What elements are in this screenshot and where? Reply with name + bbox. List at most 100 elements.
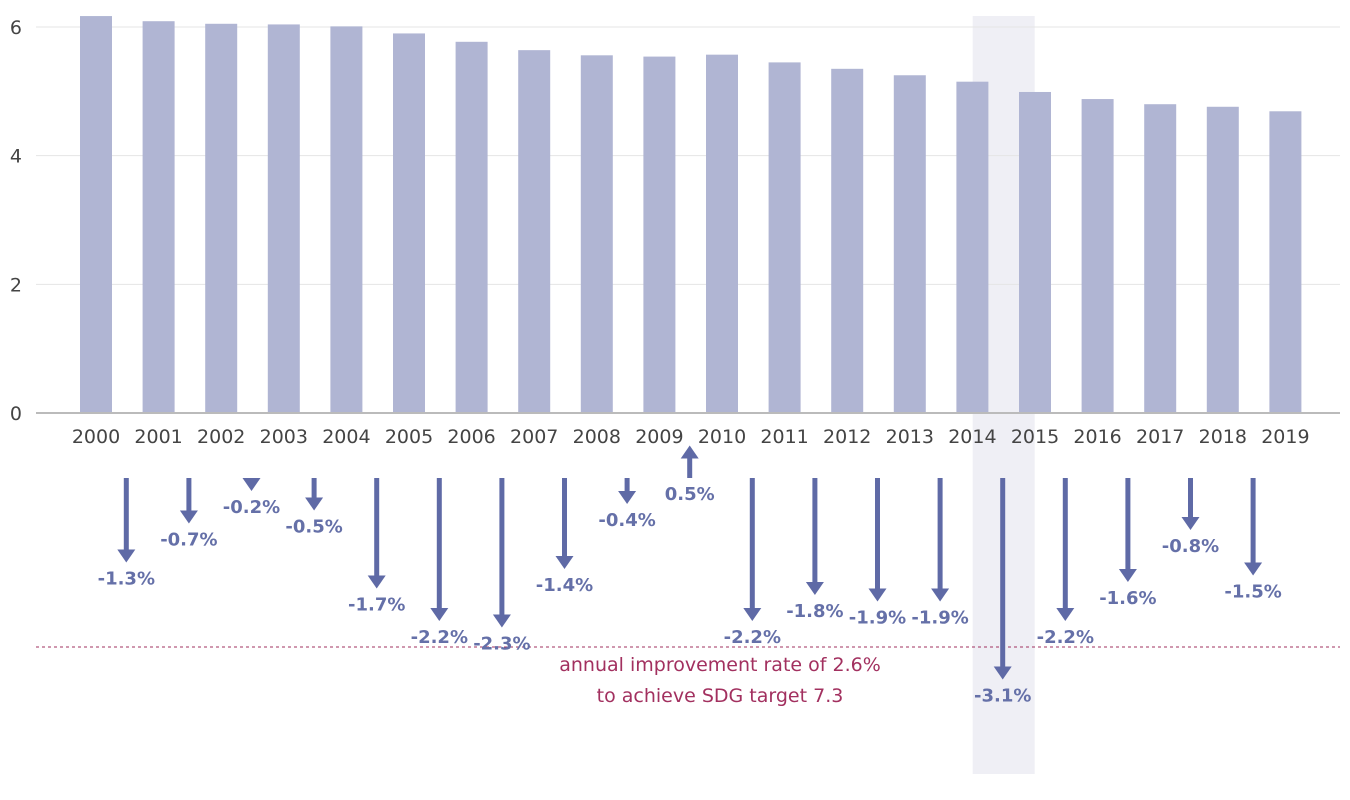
rate-label: -1.8%	[786, 601, 843, 622]
x-tick-label: 2000	[72, 426, 120, 448]
rate-arrow-head	[305, 497, 324, 511]
rate-arrow-head	[1056, 608, 1075, 621]
rate-arrow-head	[1118, 569, 1137, 582]
bar-2011	[768, 62, 801, 414]
rate-label: -1.9%	[911, 608, 968, 629]
rate-arrow-head	[242, 478, 261, 491]
x-tick-label: 2003	[260, 426, 308, 448]
rate-arrow-2005: -1.7%	[348, 478, 405, 616]
y-tick-label: 0	[10, 403, 22, 425]
bar-2002	[205, 23, 238, 414]
bar-2012	[831, 68, 864, 414]
rate-arrow-2014: -1.9%	[911, 478, 969, 629]
x-tick-label: 2011	[760, 426, 808, 448]
y-tick-label: 2	[10, 274, 22, 296]
rate-label: -1.9%	[849, 608, 906, 629]
rate-arrow-head	[367, 575, 386, 589]
x-tick-label: 2008	[573, 426, 621, 448]
rate-arrow-head	[743, 608, 762, 621]
bar-layer	[80, 16, 1302, 414]
x-tick-label: 2014	[948, 426, 996, 448]
rate-label: -1.4%	[536, 575, 593, 596]
rate-label: -2.3%	[473, 634, 530, 655]
rate-arrow-2004: -0.5%	[285, 478, 343, 538]
x-tick-label: 2013	[886, 426, 934, 448]
x-tick-label: 2005	[385, 426, 433, 448]
rate-arrow-2009: -0.4%	[598, 478, 656, 531]
grid-layer: 0 2 4 6	[10, 17, 1340, 425]
y-tick-label: 4	[10, 146, 22, 168]
bar-2019	[1269, 111, 1302, 413]
rate-arrow-head	[931, 588, 950, 602]
rate-arrow-2008: -1.4%	[536, 478, 593, 596]
x-tick-label: 2015	[1011, 426, 1059, 448]
rate-label: -2.2%	[1037, 627, 1094, 648]
x-tick-label: 2007	[510, 426, 558, 448]
x-tick-label: 2004	[322, 426, 370, 448]
rate-label: -0.4%	[598, 510, 655, 531]
arrow-layer: -1.3%-0.7%-0.2%-0.5%-1.7%-2.2% -2.3%-1.4%…	[98, 445, 1282, 707]
bar-2013	[893, 75, 926, 413]
rate-arrow-2018: -0.8%	[1162, 478, 1219, 557]
rate-arrow-head	[1181, 517, 1200, 530]
rate-label: -0.5%	[285, 517, 342, 538]
bar-2005	[393, 33, 425, 413]
rate-arrow-head	[680, 445, 699, 459]
rate-arrow-2006: -2.2%	[411, 478, 468, 648]
rate-arrow-2013: -1.9%	[849, 478, 906, 629]
rate-arrow-2015: -3.1%	[974, 478, 1031, 707]
rate-arrow-2003: -0.2%	[223, 478, 280, 518]
rate-label: -2.2%	[411, 627, 468, 648]
rate-arrow-head	[868, 588, 887, 602]
rate-arrow-2011: -2.2%	[724, 478, 781, 648]
x-tick-label: 2012	[823, 426, 871, 448]
x-tick-label: 2010	[698, 426, 746, 448]
rate-arrow-2017: -1.6%	[1099, 478, 1157, 609]
bar-2003	[267, 24, 300, 413]
bar-2001	[142, 21, 175, 414]
rate-arrow-2010: 0.5%	[665, 445, 715, 505]
bar-2015	[1019, 91, 1051, 413]
bar-2004	[330, 26, 363, 414]
rate-label: 0.5%	[665, 484, 715, 505]
rate-arrow-2019: -1.5%	[1224, 478, 1282, 603]
rate-label: -0.8%	[1162, 536, 1219, 557]
rate-label: -0.7%	[160, 530, 217, 551]
x-tick-label: 2002	[197, 426, 245, 448]
y-tick-label: 6	[10, 17, 22, 39]
rate-arrow-2016: -2.2%	[1037, 478, 1094, 648]
rate-arrow-head	[555, 556, 574, 569]
rate-arrow-head	[430, 608, 449, 621]
rate-arrow-head	[1244, 562, 1263, 576]
bar-2008	[580, 55, 613, 413]
target-rate-label: annual improvement rate of 2.6%	[559, 654, 881, 676]
rate-arrow-head	[492, 614, 511, 628]
bar-2009	[643, 56, 676, 414]
rate-label: -1.5%	[1224, 582, 1281, 603]
bar-2016	[1081, 99, 1114, 413]
rate-label: -0.2%	[223, 497, 280, 518]
x-tick-label: 2001	[134, 426, 182, 448]
bar-2007	[518, 50, 551, 413]
rate-arrow-head	[993, 666, 1012, 680]
bar-2010	[706, 54, 738, 414]
rate-arrow-head	[117, 549, 136, 563]
rate-arrow-2007: -2.3%	[473, 478, 531, 655]
x-tick-label: 2017	[1136, 426, 1184, 448]
rate-arrow-head	[179, 510, 198, 524]
x-tick-label: 2009	[635, 426, 683, 448]
bar-2006	[455, 41, 488, 414]
bar-2017	[1144, 104, 1177, 413]
rate-arrow-head	[805, 582, 824, 595]
x-tick-label: 2006	[447, 426, 495, 448]
rate-label: -1.3%	[98, 569, 155, 590]
x-tick-label: 2018	[1199, 426, 1247, 448]
bar-2018	[1206, 106, 1239, 414]
rate-label: -2.2%	[724, 627, 781, 648]
rate-label: -3.1%	[974, 686, 1031, 707]
bar-2014	[956, 81, 989, 413]
target-rate-label-line-2: to achieve SDG target 7.3	[597, 685, 844, 707]
x-tick-label: 2019	[1261, 426, 1309, 448]
axis-layer: 2000 2001 2002 2003 2004 2005 2006 2007 2008 2009…	[36, 412, 1340, 448]
